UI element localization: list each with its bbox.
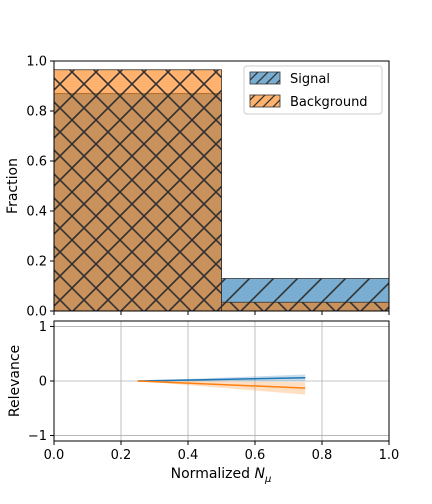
top-ytick-label-0: 0.0 <box>26 305 47 320</box>
bottom-xtick-label-2: 0.4 <box>178 448 199 463</box>
bottom-ytick-label-1: 0 <box>39 375 47 390</box>
bottom-panel: −1 0 1 0.0 0.2 0.4 0.6 0.8 1.0 Relevance Normal… <box>7 320 399 485</box>
relevance-band-1 <box>137 381 306 395</box>
top-panel: 0.0 0.2 0.4 0.6 0.8 1.0 Fraction Signal Backg… <box>5 55 390 320</box>
bottom-ytick-label-2: 1 <box>39 320 47 335</box>
relevance-band-0 <box>137 374 306 381</box>
top-plot-frame <box>53 60 390 312</box>
legend-swatch-background-hatch <box>249 94 281 108</box>
top-ytick-label-5: 1.0 <box>26 55 47 70</box>
legend-swatch-signal-hatch <box>249 71 281 85</box>
x-axis-label-math: N <box>254 466 265 482</box>
x-axis-label-prefix: Normalized <box>171 466 255 482</box>
top-ytick-label-2: 0.4 <box>26 205 47 220</box>
bar-background-0-hatch <box>54 69 222 311</box>
bar-background-1-hatch <box>221 301 389 311</box>
bottom-xtick-label-1: 0.2 <box>111 448 132 463</box>
x-axis-label-subscript: μ <box>264 474 271 485</box>
legend-label-background: Background <box>290 95 368 110</box>
bottom-xtick-label-0: 0.0 <box>44 448 65 463</box>
bottom-ytick-label-0: −1 <box>28 429 47 444</box>
bottom-xtick-label-4: 0.8 <box>312 448 333 463</box>
x-axis-label: Normalized Nμ <box>171 466 272 485</box>
legend-label-signal: Signal <box>290 72 330 87</box>
top-ytick-label-4: 0.8 <box>26 105 47 120</box>
top-ytick-label-1: 0.2 <box>26 255 47 270</box>
bottom-xtick-label-3: 0.6 <box>245 448 266 463</box>
bottom-y-axis-label: Relevance <box>7 345 23 417</box>
top-y-axis-label: Fraction <box>5 158 21 214</box>
bottom-xtick-label-5: 1.0 <box>379 448 400 463</box>
top-ytick-label-3: 0.6 <box>26 155 47 170</box>
relevance-line-0 <box>137 376 306 382</box>
relevance-line-1 <box>137 380 306 389</box>
legend: Signal Background <box>243 65 383 115</box>
